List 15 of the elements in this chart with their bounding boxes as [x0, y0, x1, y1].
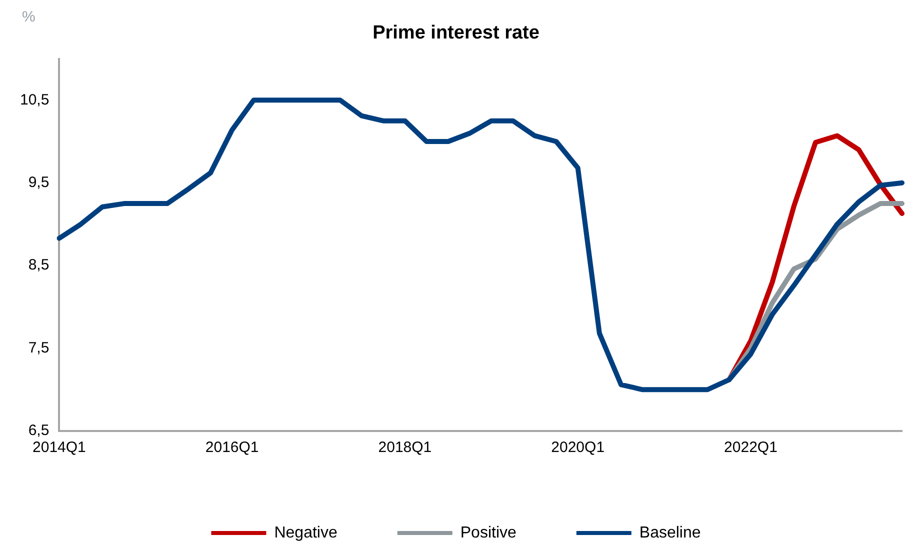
legend-label: Baseline [639, 524, 701, 542]
y-tick-label: 9,5 [28, 174, 50, 192]
x-tick-label: 2022Q1 [724, 439, 778, 456]
legend-label: Negative [274, 524, 338, 542]
x-tick-label: 2014Q1 [32, 439, 86, 456]
y-tick-label: 10,5 [20, 91, 50, 108]
x-tick-label: 2016Q1 [205, 439, 259, 456]
y-tick-label: 7,5 [28, 339, 50, 356]
y-tick-label: 6,5 [28, 422, 50, 440]
x-tick-label: 2020Q1 [551, 439, 605, 456]
y-tick-label: 8,5 [28, 256, 50, 274]
x-tick-label: 2018Q1 [378, 439, 432, 456]
y-axis-title: % [22, 8, 36, 26]
legend-label: Positive [460, 524, 516, 542]
chart-title: Prime interest rate [372, 22, 540, 44]
